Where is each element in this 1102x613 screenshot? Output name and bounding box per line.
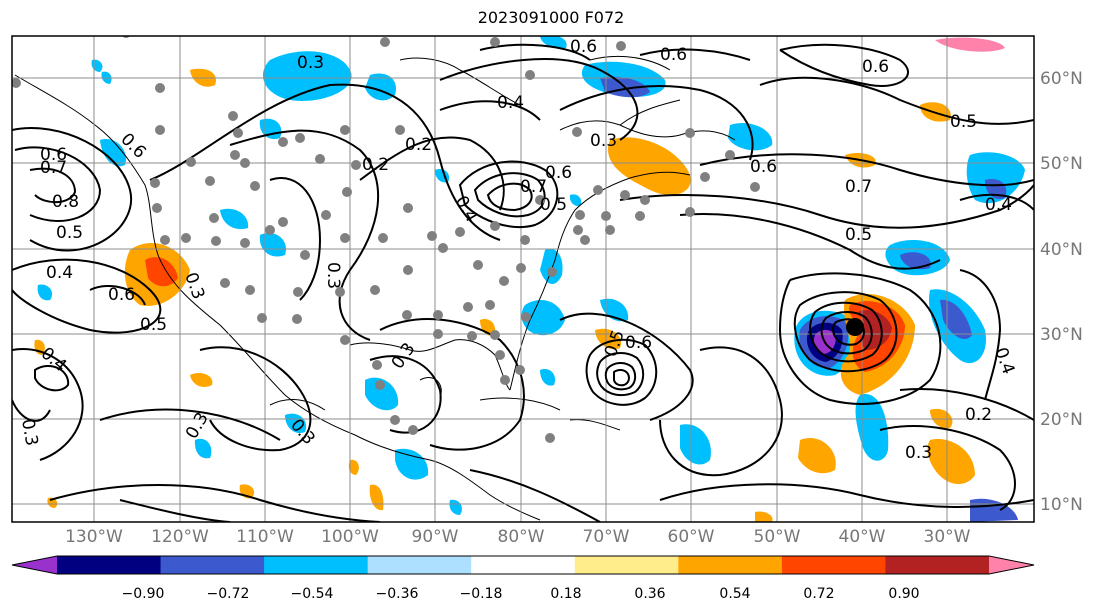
colorbar-tick-label: 0.18 [550, 586, 581, 602]
colorbar-bin [574, 556, 679, 574]
contour-label: 0.6 [108, 285, 135, 305]
contour-label: 0.5 [140, 315, 167, 335]
lon-label: 80°W [498, 527, 545, 547]
contour-label: 0.7 [520, 177, 547, 197]
contour-label: 0.5 [950, 112, 977, 132]
contour-label: 0.3 [905, 443, 932, 463]
lon-label: 110°W [236, 527, 294, 547]
colorbar-tick-label: −0.18 [460, 586, 503, 602]
colorbar-bin [57, 556, 162, 574]
contour-label: 0.4 [46, 263, 73, 283]
contour-label: 0.2 [362, 155, 389, 175]
colorbar-bin [678, 556, 783, 574]
lat-label: 10°N [1040, 495, 1083, 515]
lat-label: 50°N [1040, 154, 1083, 174]
colorbar-extend-low [12, 556, 57, 574]
latitude-labels: 60°N 50°N 40°N 30°N 20°N 10°N [1040, 69, 1083, 515]
contour-label: 0.2 [965, 405, 992, 425]
lon-label: 60°W [668, 527, 715, 547]
map-panel: 0.3 0.6 0.6 0.6 0.5 0.4 0.2 0.2 0.3 0.6 … [12, 36, 1034, 522]
contour-label: 0.6 [545, 163, 572, 183]
colorbar-bin [885, 556, 990, 574]
contour-label: 0.7 [845, 177, 872, 197]
contour-label: 0.3 [297, 53, 324, 73]
colorbar-tick-label: 0.72 [803, 586, 834, 602]
contour-label: 0.6 [862, 57, 889, 77]
lon-label: 130°W [65, 527, 123, 547]
contour-label: 0.6 [625, 333, 652, 353]
colorbar-bin [367, 556, 472, 574]
colorbar-bin [264, 556, 369, 574]
contour-label: 0.6 [570, 37, 597, 57]
contour-label: 0.6 [660, 45, 687, 65]
contour-label: 0.5 [56, 223, 83, 243]
colorbar-outline [11, 555, 1035, 575]
contour-label: 0.3 [590, 131, 617, 151]
colorbar-extend-high [989, 556, 1034, 574]
colorbar-tick-label: 0.90 [888, 586, 919, 602]
contour-label: 0.3 [17, 417, 41, 447]
contour-lines [12, 43, 1034, 522]
colorbar-bin [781, 556, 886, 574]
coastlines [14, 55, 736, 521]
contour-label: 0.7 [40, 158, 67, 178]
colorbar-tick-label: −0.90 [122, 586, 165, 602]
contour-label: 0.4 [985, 195, 1012, 215]
contour-label: 0.6 [40, 145, 67, 165]
contour-label: 0.8 [52, 192, 79, 212]
lon-label: 40°W [839, 527, 886, 547]
lat-label: 40°N [1040, 240, 1083, 260]
colorbar-tick-label: −0.72 [207, 586, 250, 602]
contour-label: 0.5 [540, 195, 567, 215]
map-title: 2023091000 F072 [477, 8, 625, 27]
lat-label: 20°N [1040, 410, 1083, 430]
lat-label: 30°N [1040, 325, 1083, 345]
contour-label: 0.5 [845, 225, 872, 245]
lat-label: 60°N [1040, 69, 1083, 89]
colorbar-bin [471, 556, 576, 574]
colorbar [11, 555, 1035, 575]
contour-label: 0.2 [405, 135, 432, 155]
lon-label: 100°W [321, 527, 379, 547]
lon-label: 70°W [583, 527, 630, 547]
lon-label: 90°W [412, 527, 459, 547]
longitude-labels: 130°W 120°W 110°W 100°W 90°W 80°W 70°W 6… [65, 527, 971, 547]
lon-label: 30°W [924, 527, 971, 547]
map-frame [11, 35, 1035, 523]
contour-label: 0.6 [750, 157, 777, 177]
colorbar-bin [160, 556, 265, 574]
colorbar-tick-label: 0.54 [719, 586, 750, 602]
colorbar-tick-label: 0.36 [634, 586, 665, 602]
colorbar-tick-label: −0.36 [376, 586, 419, 602]
colorbar-tick-label: −0.54 [291, 586, 334, 602]
lon-label: 120°W [151, 527, 209, 547]
lon-label: 50°W [754, 527, 801, 547]
colorbar-tick-labels: −0.90 −0.72 −0.54 −0.36 −0.18 0.18 0.36 … [122, 586, 920, 602]
contour-label: 0.3 [323, 262, 343, 289]
contour-label: 0.4 [497, 93, 524, 113]
